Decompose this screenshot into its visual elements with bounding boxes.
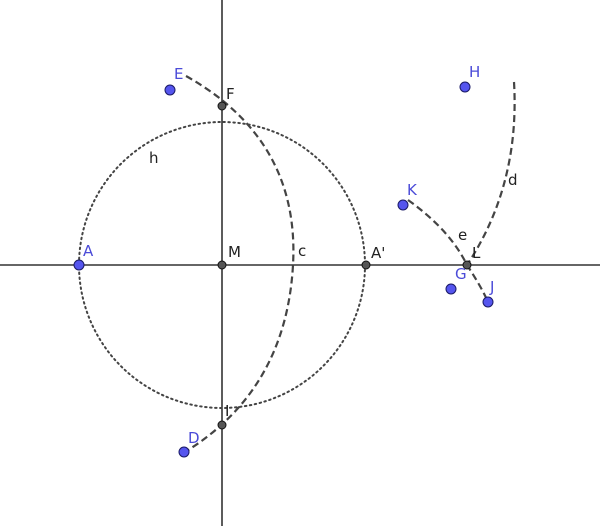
point-g[interactable] (445, 283, 457, 295)
label-point-a-prime: A' (371, 244, 385, 262)
point-h[interactable] (459, 81, 471, 93)
label-point-d: D (188, 429, 200, 447)
label-arc-c: c (298, 242, 306, 260)
point-i[interactable] (217, 420, 227, 430)
label-point-j: J (489, 278, 494, 296)
point-l[interactable] (462, 260, 472, 270)
point-j[interactable] (482, 296, 494, 308)
arc-d[interactable] (466, 81, 516, 266)
point-m[interactable] (217, 260, 227, 270)
label-point-h: H (469, 63, 480, 81)
label-point-e: E (174, 65, 183, 83)
point-e[interactable] (164, 84, 176, 96)
label-point-i: I (225, 402, 229, 420)
label-point-a: A (83, 242, 94, 260)
point-f[interactable] (217, 101, 227, 111)
point-k[interactable] (397, 199, 409, 211)
label-point-l: L (472, 244, 481, 262)
label-point-f: F (226, 85, 235, 103)
arc-c[interactable] (184, 75, 295, 453)
point-a-prime[interactable] (361, 260, 371, 270)
point-a[interactable] (73, 259, 85, 271)
label-circle-h: h (149, 149, 159, 167)
label-arc-e: e (458, 226, 467, 244)
point-d[interactable] (178, 446, 190, 458)
label-point-m: M (228, 243, 241, 261)
label-arc-d: d (508, 171, 518, 189)
label-point-g: G (455, 265, 467, 283)
label-point-k: K (407, 181, 418, 199)
